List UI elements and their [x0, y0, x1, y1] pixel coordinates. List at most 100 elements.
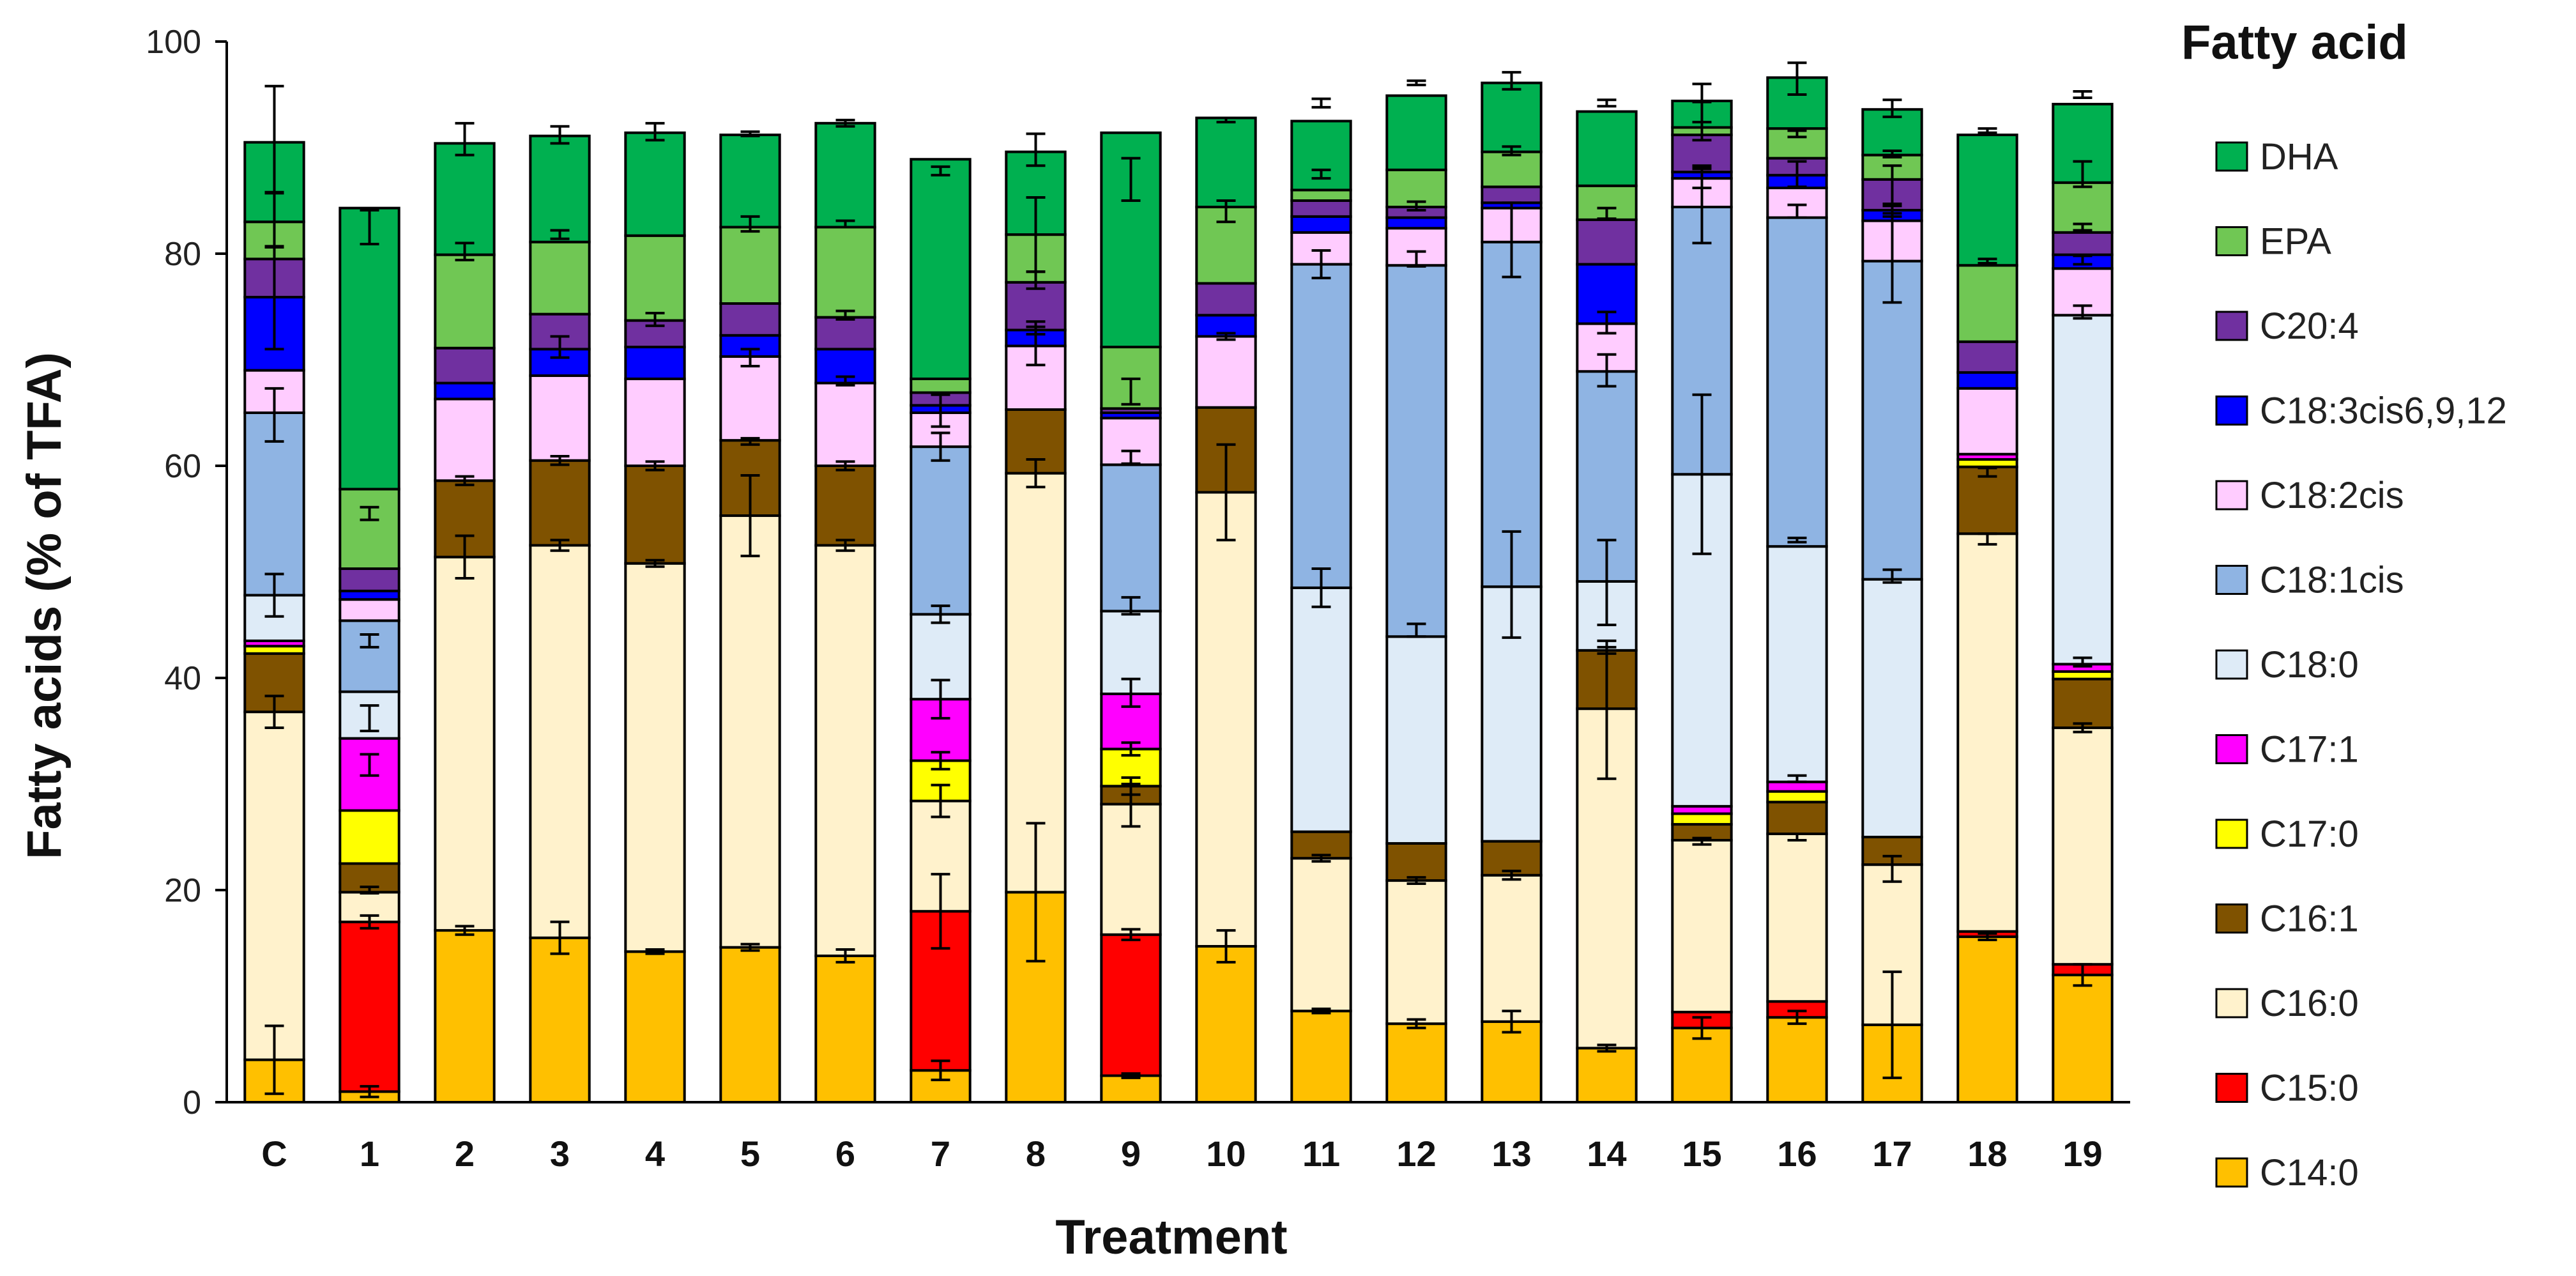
error-bar	[1311, 97, 1331, 109]
bar-segment-c14-0	[529, 936, 591, 1103]
error-bar	[835, 375, 855, 387]
bar-segment-dha	[1195, 116, 1257, 208]
bar-segment-dha	[434, 142, 496, 256]
error-bar	[2073, 722, 2092, 734]
error-bar	[1026, 822, 1046, 963]
bar-segment-epa	[434, 253, 496, 350]
error-bar	[1311, 567, 1331, 608]
bar-segment-dha	[719, 134, 781, 229]
bar-segment-c18-1cis	[1766, 216, 1828, 548]
error-bar	[455, 475, 475, 486]
error-bar	[360, 753, 379, 777]
error-bar	[1311, 854, 1331, 863]
error-bar	[1787, 774, 1807, 783]
bar-segment-c16-0	[1385, 879, 1447, 1026]
legend-title: Fatty acid	[2181, 15, 2408, 70]
error-bar	[360, 208, 379, 246]
error-bar	[1216, 332, 1236, 341]
error-bar	[2073, 963, 2092, 987]
bar-segment-epa	[719, 226, 781, 305]
bar-segment-c16-0	[1671, 838, 1733, 1013]
legend-swatch-c14-0	[2215, 1157, 2248, 1188]
x-tick-label: 16	[1777, 1134, 1817, 1174]
error-bar	[931, 165, 950, 177]
bar-segment-c16-1	[434, 479, 496, 558]
x-tick-label: 8	[1026, 1134, 1046, 1174]
error-bar	[1216, 116, 1236, 124]
bar-segment-c18-1cis	[1290, 263, 1352, 589]
error-bar	[740, 215, 760, 233]
bar-segment-c15-0	[1100, 933, 1162, 1077]
bar-segment-c16-0	[814, 544, 876, 957]
y-tick-label: 60	[164, 448, 201, 485]
x-tick-label: 18	[1967, 1134, 2007, 1174]
x-axis-title: Treatment	[1055, 1210, 1287, 1264]
y-tick-label: 0	[183, 1084, 201, 1121]
bars	[243, 76, 2114, 1104]
error-bar	[1311, 168, 1331, 180]
x-tick-label: C	[261, 1134, 287, 1174]
bar-segment-c14-0	[910, 1069, 972, 1103]
bar-segment-epa	[910, 377, 972, 394]
bar-segment-dha	[910, 158, 972, 380]
error-bar	[1216, 443, 1236, 542]
x-tick-label: 3	[550, 1134, 570, 1174]
legend-swatch-c20-4	[2215, 311, 2248, 341]
error-bar	[360, 886, 379, 895]
bar-segment-c16-1	[1385, 842, 1447, 882]
bar-segment-c20-4	[719, 302, 781, 337]
bar-segment-c18-2cis	[624, 377, 686, 467]
error-bar	[1502, 71, 1521, 91]
error-bar	[1692, 1016, 1712, 1040]
bar-segment-c16-1	[529, 459, 591, 547]
error-bar	[2073, 90, 2092, 99]
legend-swatch-c18-2cis	[2215, 480, 2248, 511]
bar-segment-c16-0	[243, 711, 305, 1061]
y-tick-label: 100	[146, 24, 201, 61]
bar-segment-c18-2cis	[1195, 335, 1257, 409]
bar-segment-c16-0	[1956, 532, 2018, 933]
x-tick-label: 10	[1206, 1134, 1246, 1174]
error-bar	[2073, 656, 2092, 668]
y-tick-label: 40	[164, 660, 201, 697]
error-bar	[931, 1059, 950, 1082]
error-bar	[1597, 639, 1617, 780]
bar-segment-c14-0	[1576, 1047, 1638, 1103]
error-bar	[1597, 98, 1617, 108]
error-bar	[740, 130, 760, 137]
error-bar	[1502, 201, 1521, 279]
error-bar	[1787, 203, 1807, 219]
error-bar	[835, 219, 855, 229]
x-tick-label: 14	[1587, 1134, 1626, 1174]
error-bar	[1311, 249, 1331, 280]
bar-segment-dha	[814, 121, 876, 229]
bar-segment-c14-0	[1290, 1010, 1352, 1103]
bar-segment-c16-0	[434, 555, 496, 932]
bar-segment-c18-2cis	[339, 598, 400, 622]
bar-segment-c18-3cis6-9-12	[1385, 216, 1447, 230]
bar-segment-c14-0	[434, 929, 496, 1103]
bar-segment-epa	[624, 234, 686, 322]
bar-segment-c18-3cis6-9-12	[1956, 371, 2018, 390]
x-tick-label: 15	[1682, 1134, 1721, 1174]
x-tick-label: 19	[2062, 1134, 2102, 1174]
legend-swatch-c17-1	[2215, 734, 2248, 764]
error-bar	[835, 948, 855, 964]
error-bar	[645, 558, 665, 568]
legend-swatch-c18-3cis6-9-12	[2215, 396, 2248, 426]
error-bar	[1502, 1010, 1521, 1034]
error-bar	[1597, 311, 1617, 335]
bar-segment-c18-0	[2052, 314, 2114, 666]
legend-label: C17:1	[2260, 729, 2359, 771]
legend-label: C14:0	[2260, 1152, 2359, 1194]
error-bar	[550, 920, 570, 955]
bar-segment-c16-0	[1481, 873, 1543, 1023]
error-bar	[931, 783, 950, 819]
error-bar	[1121, 928, 1141, 942]
bar-segment-dha	[529, 134, 591, 243]
bar-segment-c14-0	[2052, 973, 2114, 1104]
error-bar	[1882, 970, 1902, 1079]
error-bar	[1121, 157, 1141, 202]
bar-segment-epa	[339, 488, 400, 571]
